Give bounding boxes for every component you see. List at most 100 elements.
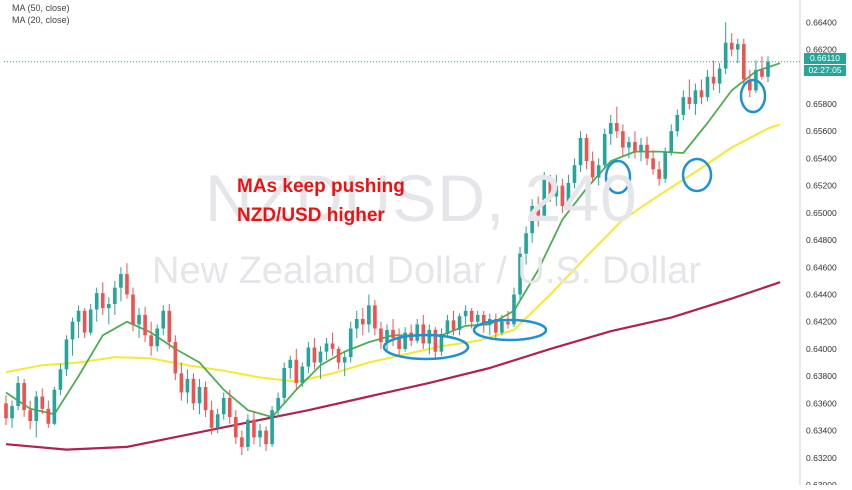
candle-up	[627, 142, 631, 148]
candle-down	[711, 76, 716, 84]
candle-down	[40, 396, 45, 409]
candle-up	[276, 397, 280, 411]
ma20-line	[5, 62, 781, 418]
candle-up	[76, 310, 81, 322]
candle-down	[336, 348, 341, 363]
candle-down	[494, 318, 498, 333]
candle-down	[584, 137, 589, 162]
candle-down	[125, 274, 129, 295]
candle-up	[457, 316, 462, 330]
candle-up	[723, 42, 728, 69]
annotation-line-2: NZD/USD higher	[237, 205, 385, 226]
candle-down	[46, 408, 51, 424]
candle-down	[203, 387, 208, 411]
candle-down	[28, 410, 33, 422]
candle-down	[729, 42, 734, 50]
candle-down	[433, 329, 438, 352]
candle-down	[760, 69, 764, 77]
candle-up	[258, 430, 262, 438]
candle-down	[264, 430, 268, 445]
candle-down	[82, 310, 87, 333]
candle-down	[379, 328, 383, 343]
candle-up	[367, 305, 371, 325]
candle-up	[554, 185, 559, 197]
candle-down	[100, 293, 105, 309]
candle-down	[699, 90, 704, 98]
candle-down	[227, 397, 232, 417]
candle-up	[566, 182, 571, 207]
candle-up	[475, 314, 480, 322]
annotation-circle	[382, 333, 470, 361]
candle-down	[312, 347, 317, 363]
candle-down	[330, 343, 335, 349]
candle-up	[318, 351, 323, 363]
candle-up	[348, 328, 353, 358]
candle-up	[663, 151, 668, 179]
candle-up	[282, 367, 287, 398]
candle-up	[58, 369, 63, 390]
candle-down	[209, 410, 214, 428]
candle-up	[427, 329, 432, 344]
candle-down	[621, 131, 625, 148]
candle-up	[52, 389, 57, 424]
candle-up	[596, 165, 601, 178]
annotation-circle	[604, 159, 632, 195]
candle-up	[161, 310, 166, 329]
candle-up	[155, 328, 160, 347]
y-tick-label: 0.65400	[806, 153, 837, 163]
candle-up	[64, 339, 69, 370]
annotation-line-1: MAs keep pushing	[237, 176, 405, 197]
countdown-tag: 02:27:05	[804, 65, 846, 76]
candle-up	[717, 68, 722, 84]
y-tick-label: 0.63800	[806, 371, 837, 381]
candle-up	[639, 144, 643, 152]
candle-down	[22, 382, 26, 411]
candle-up	[403, 332, 407, 349]
candle-down	[548, 178, 553, 197]
legend-ma50: MA (50, close)	[12, 3, 70, 13]
candle-down	[373, 305, 377, 329]
candle-down	[131, 294, 135, 325]
y-tick-label: 0.64000	[806, 344, 837, 354]
candle-down	[741, 44, 746, 80]
candle-up	[137, 314, 141, 325]
y-tick-label: 0.64600	[806, 262, 837, 272]
candle-up	[354, 318, 359, 329]
y-tick-label: 0.65800	[806, 99, 837, 109]
candle-down	[294, 359, 299, 383]
candle-down	[657, 169, 661, 179]
candle-up	[16, 382, 20, 407]
y-tick-label: 0.63400	[806, 426, 837, 436]
candle-down	[614, 123, 619, 132]
candle-up	[766, 61, 770, 77]
candle-up	[324, 343, 329, 352]
candle-up	[185, 378, 190, 393]
candle-down	[173, 342, 178, 374]
candle-down	[748, 79, 752, 91]
candle-down	[143, 314, 147, 336]
candle-up	[578, 137, 583, 166]
y-tick-label: 0.65200	[806, 181, 837, 191]
ma-red-line	[5, 281, 781, 451]
candle-up	[10, 406, 14, 419]
y-tick-label: 0.64400	[806, 289, 837, 299]
candle-up	[669, 131, 674, 152]
y-tick-label: 0.64200	[806, 317, 837, 327]
candle-down	[645, 144, 649, 159]
candle-up	[215, 414, 220, 428]
candle-down	[252, 419, 256, 438]
y-tick-label: 0.63200	[806, 453, 837, 463]
candle-down	[451, 320, 456, 330]
candle-down	[651, 158, 655, 170]
candle-down	[481, 314, 486, 325]
watermark-name: New Zealand Dollar / U.S. Dollar	[152, 250, 702, 292]
candle-up	[415, 324, 420, 341]
y-tick-label: 0.63600	[806, 398, 837, 408]
candle-up	[445, 320, 450, 334]
candle-up	[439, 333, 444, 352]
candle-up	[288, 359, 293, 368]
candle-down	[633, 142, 637, 152]
candle-up	[88, 309, 93, 333]
y-tick-label: 0.64800	[806, 235, 837, 245]
